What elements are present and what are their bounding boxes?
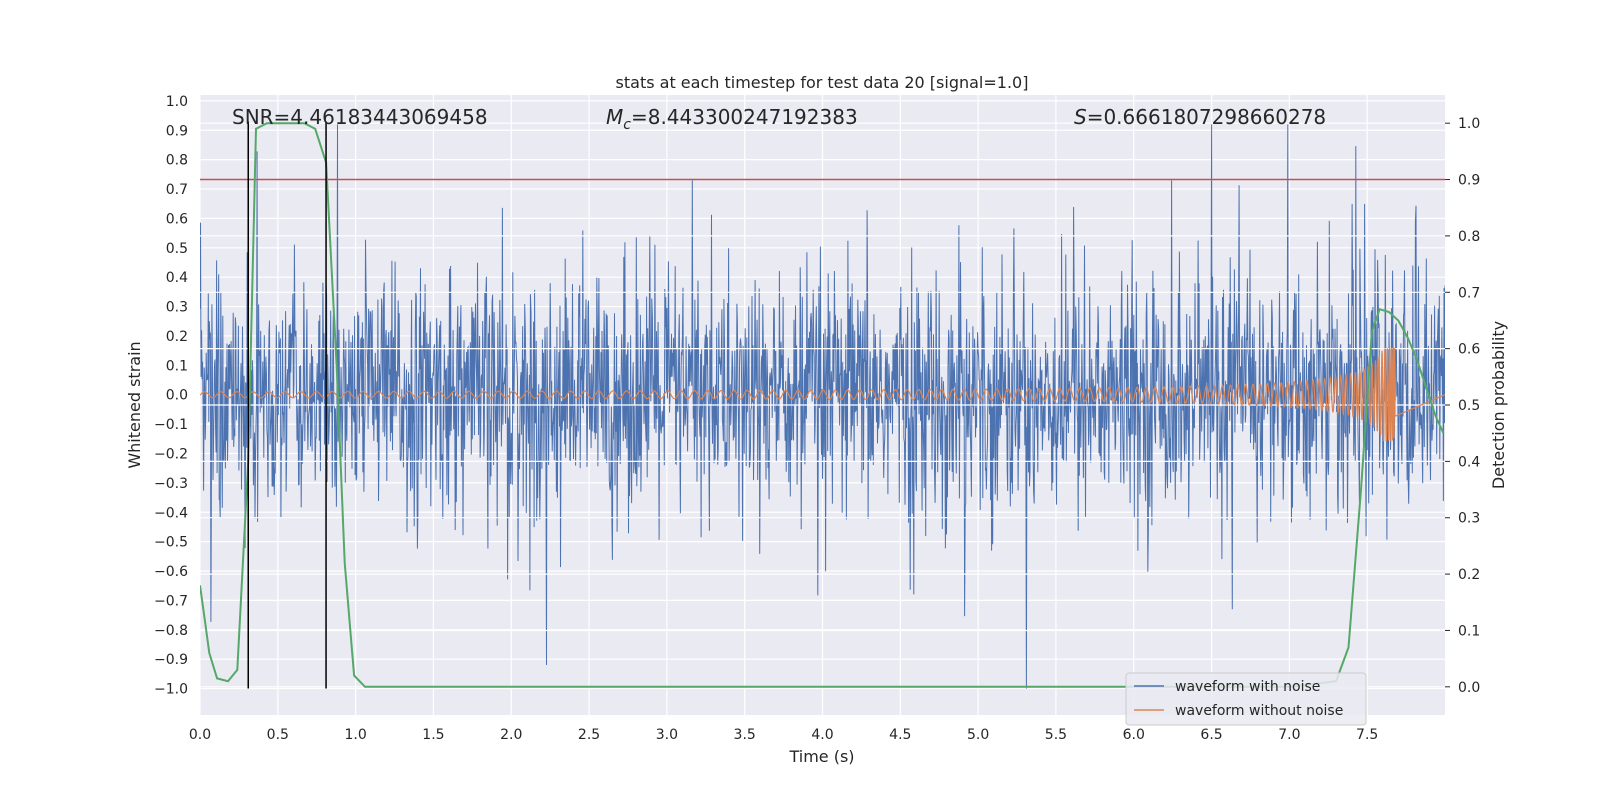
y-tick-label: 0.6	[166, 211, 188, 227]
mc-annotation: Mc=8.443300247192383	[606, 105, 858, 133]
y-tick-label: 0.9	[166, 123, 188, 139]
x-tick-label: 7.5	[1356, 727, 1378, 743]
x-tick-label: 6.0	[1123, 727, 1145, 743]
chart-title: stats at each timestep for test data 20 …	[616, 73, 1029, 92]
y-tick-label: −0.6	[154, 564, 188, 580]
mc-subscript: c	[623, 117, 631, 133]
x-tick-label: 0.0	[189, 727, 211, 743]
y-tick-label: 0.3	[166, 300, 188, 316]
x-tick-label: 4.5	[889, 727, 911, 743]
plot-area	[200, 121, 1445, 689]
y-tick-label: −0.7	[154, 593, 188, 609]
y2-tick-label: 0.1	[1458, 623, 1480, 639]
y-tick-label: −0.4	[154, 505, 188, 521]
y-tick-label: 1.0	[166, 94, 188, 110]
y2-tick-label: 0.4	[1458, 454, 1480, 470]
legend-box	[1125, 672, 1367, 726]
y2-tick-label: 1.0	[1458, 116, 1480, 132]
x-axis-ticks: 0.0 0.5 1.0 1.5 2.0 2.5 3.0 3.5 4.0 4.5 5.0 5.5 6.0 6…	[189, 727, 1378, 743]
x-tick-label: 2.5	[578, 727, 600, 743]
series-detection-probability	[200, 122, 1445, 688]
y-tick-label: 0.2	[166, 329, 188, 345]
y-tick-label: −0.8	[154, 623, 188, 639]
y-tick-label: 0.7	[166, 182, 188, 198]
y-tick-label: 0.8	[166, 153, 188, 169]
x-tick-label: 3.0	[656, 727, 678, 743]
y-axis-ticks: 1.0 0.9 0.8 0.7 0.6 0.5 0.4 0.3 0.2 0.1 0.0 −0.1 −0.…	[154, 94, 188, 698]
x-tick-label: 6.5	[1200, 727, 1222, 743]
series-waveform-with-noise	[200, 124, 1445, 689]
y-axis-label: Whitened strain	[125, 341, 144, 468]
x-tick-label: 1.5	[422, 727, 444, 743]
legend: waveform with noise waveform without noi…	[1125, 672, 1367, 726]
s-symbol: S	[1074, 105, 1087, 129]
mc-symbol: M	[606, 105, 623, 129]
y2-tick-label: 0.3	[1458, 511, 1480, 527]
y-tick-label: −0.2	[154, 446, 188, 462]
y-tick-label: −0.3	[154, 476, 188, 492]
series-waveform-without-noise	[200, 347, 1445, 442]
y-tick-label: 0.5	[166, 241, 188, 257]
y2-tick-label: 0.7	[1458, 285, 1480, 301]
s-annotation: S=0.6661807298660278	[1074, 105, 1326, 129]
x-tick-label: 0.5	[267, 727, 289, 743]
event-window-lines	[247, 121, 327, 689]
snr-annotation: SNR=4.46183443069458	[232, 105, 488, 129]
y2-axis-ticks: 1.0 0.9 0.8 0.7 0.6 0.5 0.4 0.3 0.2 0.1 0.0	[1445, 116, 1480, 696]
y2-tick-label: 0.6	[1458, 342, 1480, 358]
y2-tick-label: 0.8	[1458, 229, 1480, 245]
x-tick-label: 3.5	[734, 727, 756, 743]
x-tick-label: 1.0	[344, 727, 366, 743]
x-axis-label: Time (s)	[788, 747, 854, 766]
x-tick-label: 4.0	[811, 727, 833, 743]
x-tick-label: 5.5	[1045, 727, 1067, 743]
y2-axis-label: Detection probability	[1489, 321, 1508, 489]
x-tick-label: 5.0	[967, 727, 989, 743]
s-value: =0.6661807298660278	[1087, 105, 1326, 129]
legend-label-without-noise: waveform without noise	[1175, 703, 1343, 719]
y2-tick-label: 0.0	[1458, 680, 1480, 696]
legend-label-with-noise: waveform with noise	[1175, 679, 1320, 695]
mc-value: =8.443300247192383	[631, 105, 858, 129]
y-tick-label: 0.4	[166, 270, 188, 286]
y2-tick-label: 0.9	[1458, 173, 1480, 189]
y-tick-label: −1.0	[154, 682, 188, 698]
y-tick-label: −0.1	[154, 417, 188, 433]
y-tick-label: 0.1	[166, 358, 188, 374]
y-tick-label: −0.5	[154, 535, 188, 551]
x-tick-label: 7.0	[1278, 727, 1300, 743]
y-tick-label: −0.9	[154, 652, 188, 668]
x-tick-label: 2.0	[500, 727, 522, 743]
y-tick-label: 0.0	[166, 388, 188, 404]
y2-tick-label: 0.5	[1458, 398, 1480, 414]
y2-tick-label: 0.2	[1458, 567, 1480, 583]
